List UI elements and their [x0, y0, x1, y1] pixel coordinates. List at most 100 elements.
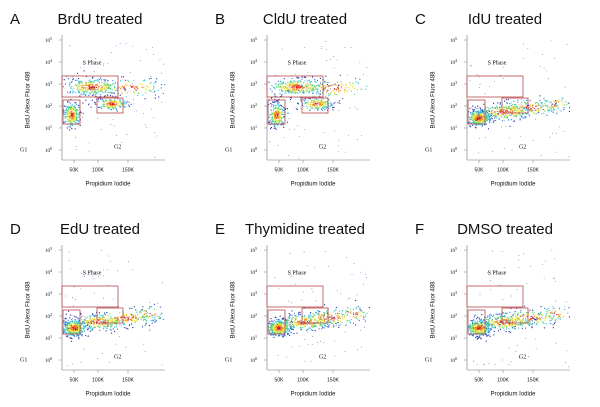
- event-dot: [320, 315, 321, 316]
- event-dot: [63, 320, 64, 321]
- event-dot: [80, 334, 81, 335]
- event-dot: [307, 266, 308, 267]
- event-dot: [275, 107, 276, 108]
- event-dot: [119, 320, 120, 321]
- event-dot: [314, 81, 315, 82]
- event-dot: [127, 134, 128, 135]
- event-dot: [160, 314, 161, 315]
- event-dot: [143, 113, 144, 114]
- event-dot: [319, 320, 320, 321]
- event-dot: [535, 119, 536, 120]
- event-dot: [98, 101, 99, 102]
- event-dot: [287, 85, 288, 86]
- event-dot: [519, 104, 520, 105]
- event-dot: [324, 81, 325, 82]
- event-dot: [293, 321, 294, 322]
- event-dot: [314, 323, 315, 324]
- event-dot: [278, 319, 279, 320]
- event-dot: [88, 88, 89, 89]
- event-dot: [161, 313, 162, 314]
- event-dot: [78, 107, 79, 108]
- event-dot: [315, 320, 316, 321]
- event-dot: [146, 320, 147, 321]
- event-dot: [311, 90, 312, 91]
- event-dot: [95, 94, 96, 95]
- event-dot: [333, 107, 334, 108]
- event-dot: [292, 78, 293, 79]
- event-dot: [513, 115, 514, 116]
- event-dot: [367, 313, 368, 314]
- event-dot: [300, 87, 301, 88]
- event-dot: [320, 101, 321, 102]
- event-dot: [485, 137, 486, 138]
- event-dot: [547, 105, 548, 106]
- event-dot: [295, 129, 296, 130]
- event-dot: [333, 324, 334, 325]
- event-dot: [345, 325, 346, 326]
- event-dot: [117, 318, 118, 319]
- event-dot: [275, 128, 276, 129]
- event-dot: [471, 66, 472, 67]
- event-dot: [314, 319, 315, 320]
- event-dot: [290, 328, 291, 329]
- event-dot: [88, 327, 89, 328]
- event-dot: [68, 126, 69, 127]
- event-dot: [369, 307, 370, 308]
- event-dot: [505, 114, 506, 115]
- y-tick-label: 101: [450, 334, 457, 342]
- event-dot: [89, 323, 90, 324]
- event-dot: [69, 252, 70, 253]
- event-dot: [479, 107, 480, 108]
- event-dot: [158, 96, 159, 97]
- event-dot: [113, 106, 114, 107]
- event-dot: [131, 319, 132, 320]
- event-dot: [81, 334, 82, 335]
- event-dot: [504, 148, 505, 149]
- gate-label: G2: [114, 144, 121, 150]
- event-dot: [295, 84, 296, 85]
- event-dot: [545, 105, 546, 106]
- event-dot: [476, 114, 477, 115]
- event-dot: [308, 327, 309, 328]
- event-dot: [80, 67, 81, 68]
- event-dot: [71, 115, 72, 116]
- event-dot: [472, 105, 473, 106]
- event-dot: [114, 331, 115, 332]
- event-dot: [512, 110, 513, 111]
- event-dot: [487, 120, 488, 121]
- event-dot: [274, 128, 275, 129]
- event-dot: [335, 314, 336, 315]
- event-dot: [113, 103, 114, 104]
- event-dot: [116, 320, 117, 321]
- event-dot: [275, 328, 276, 329]
- event-dot: [129, 325, 130, 326]
- event-dot: [104, 317, 105, 318]
- event-dot: [115, 96, 116, 97]
- event-dot: [98, 317, 99, 318]
- event-dot: [303, 90, 304, 91]
- event-dot: [469, 122, 470, 123]
- tick-exponent: 1: [50, 334, 52, 339]
- event-dot: [304, 361, 305, 362]
- event-dot: [287, 324, 288, 325]
- event-dot: [311, 108, 312, 109]
- event-dot: [298, 86, 299, 87]
- event-dot: [289, 331, 290, 332]
- event-dot: [336, 315, 337, 316]
- event-dot: [504, 107, 505, 108]
- tick-exponent: 1: [50, 124, 52, 129]
- x-tick-label: 150K: [327, 377, 339, 383]
- tick-exponent: 2: [255, 102, 257, 107]
- event-dot: [105, 87, 106, 88]
- event-dot: [293, 324, 294, 325]
- event-dot: [275, 317, 276, 318]
- event-dot: [298, 324, 299, 325]
- event-dot: [300, 322, 301, 323]
- event-dot: [104, 86, 105, 87]
- event-dot: [107, 63, 108, 64]
- event-dot: [361, 310, 362, 311]
- event-dot: [107, 324, 108, 325]
- event-dot: [76, 317, 77, 318]
- event-dot: [126, 96, 127, 97]
- event-dot: [140, 84, 141, 85]
